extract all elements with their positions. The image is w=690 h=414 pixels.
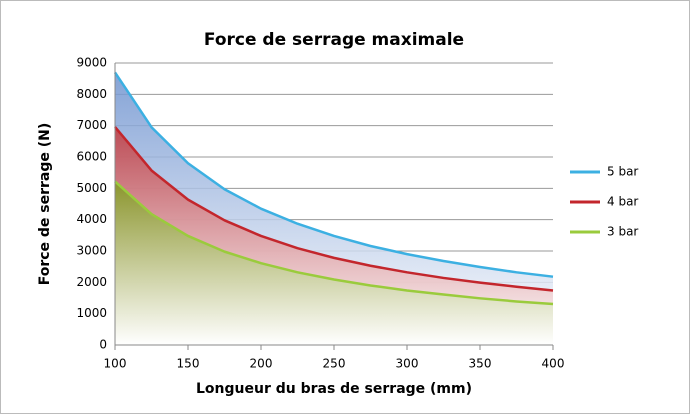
line [113,71,554,278]
y-tick-label: 4000 [76,212,107,226]
y-tick-label: 2000 [76,275,107,289]
x-tick-label: 300 [396,357,419,371]
x-tick-label: 350 [469,357,492,371]
y-tick-label: 7000 [76,118,107,132]
y-tick-label: 5000 [76,181,107,195]
y-tick-label: 3000 [76,244,107,258]
y-tick-label: 0 [99,338,107,352]
x-axis-label: Longueur du bras de serrage (mm) [196,381,472,397]
x-tick-label: 400 [542,357,565,371]
y-tick-label: 9000 [76,56,107,70]
legend-label: 4 bar [607,195,638,209]
x-tick-label: 100 [104,357,127,371]
line [114,126,554,292]
area [115,181,553,345]
y-tick-label: 8000 [76,87,107,101]
legend-label: 5 bar [607,165,638,179]
y-tick-label: 1000 [76,306,107,320]
legend-label: 3 bar [607,225,638,239]
x-tick-label: 150 [177,357,200,371]
x-tick-label: 250 [323,357,346,371]
chart-title: Force de serrage maximale [204,30,464,50]
y-tick-label: 6000 [76,150,107,164]
x-tick-label: 200 [250,357,273,371]
y-axis-label: Force de serrage (N) [37,123,53,286]
line [114,180,554,306]
